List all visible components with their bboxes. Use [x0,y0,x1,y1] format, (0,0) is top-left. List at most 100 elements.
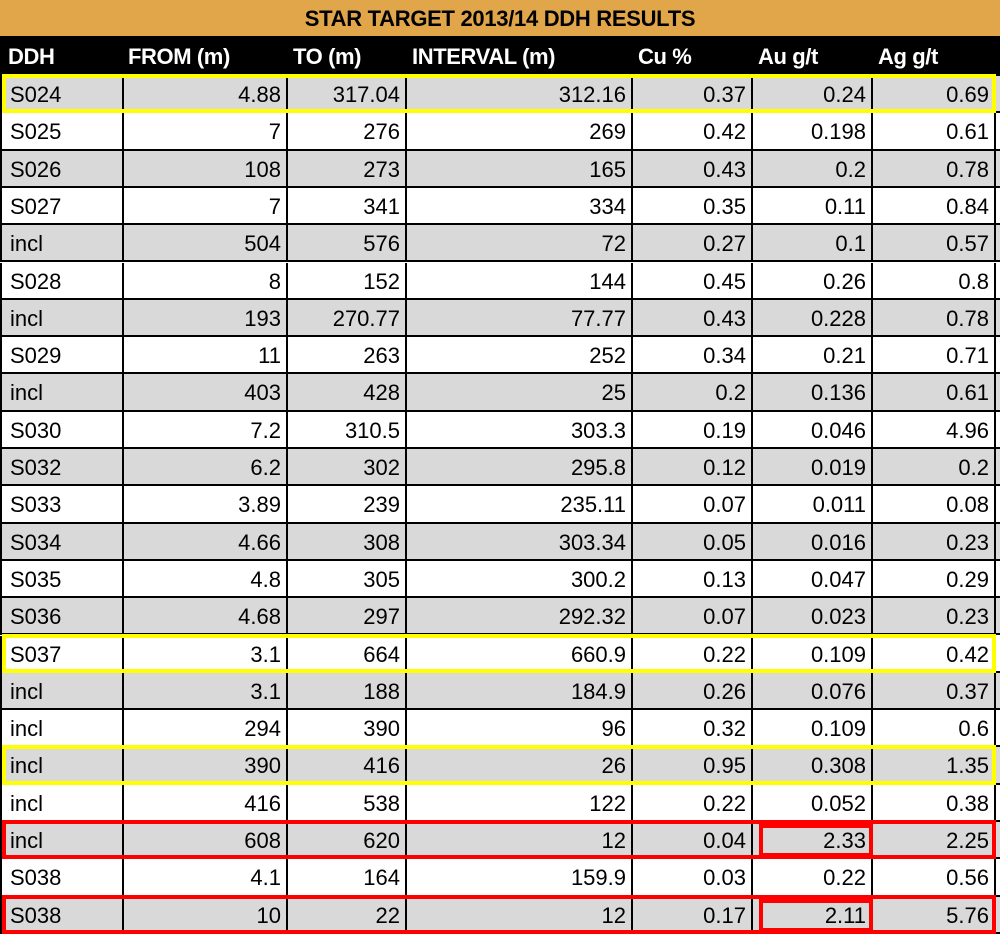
cell-from: 504 [124,225,288,261]
cell-to: 308 [288,523,407,559]
cell-ddh: incl [0,747,124,783]
cell-cu: 0.35 [633,187,753,224]
table-row: S035 4.8 305 300.2 0.13 0.047 0.29 [0,560,1000,599]
cell-au: 0.047 [753,560,873,597]
table-row: incl 193 270.77 77.77 0.43 0.228 0.78 [0,299,1000,338]
cell-ag: 0.78 [873,299,996,336]
cell-au: 0.109 [753,635,873,671]
cell-ag: 2.25 [873,822,996,858]
cell-cu: 0.43 [633,299,753,336]
cell-interval: 300.2 [407,560,633,597]
cell-to: 164 [288,859,407,895]
cell-cu: 0.2 [633,374,753,410]
cell-au: 0.019 [753,449,873,485]
cell-from: 7 [124,187,288,224]
cell-ag: 0.29 [873,560,996,597]
cell-from: 4.8 [124,560,288,597]
cell-au: 0.1 [753,225,873,261]
cell-ddh: S024 [0,76,124,112]
cell-ddh: incl [0,822,124,858]
cell-to: 22 [288,896,407,932]
cell-interval: 144 [407,262,633,298]
cell-ddh: S037 [0,635,124,671]
cell-ddh: S038 [0,896,124,932]
cell-au: 0.023 [753,598,873,634]
cell-to: 428 [288,374,407,410]
cell-ag: 5.76 [873,896,996,932]
cell-ddh: S026 [0,150,124,186]
cell-interval: 303.3 [407,411,633,447]
cell-to: 538 [288,784,407,820]
cell-ddh: S028 [0,262,124,298]
cell-ag: 4.96 [873,411,996,447]
table-row: S037 3.1 664 660.9 0.22 0.109 0.42 [0,635,1000,673]
cell-from: 8 [124,262,288,298]
cell-ag: 0.2 [873,449,996,485]
table-row: S025 7 276 269 0.42 0.198 0.61 [0,113,1000,151]
cell-ag: 0.84 [873,187,996,224]
cell-interval: 252 [407,337,633,373]
cell-au: 0.109 [753,710,873,746]
cell-ddh: S025 [0,113,124,149]
table-row: S029 11 263 252 0.34 0.21 0.71 [0,337,1000,375]
cell-ag: 1.35 [873,747,996,783]
table-row: incl 416 538 122 0.22 0.052 0.38 [0,784,1000,822]
cell-au: 0.308 [753,747,873,783]
table-row: incl 390 416 26 0.95 0.308 1.35 [0,747,1000,785]
cell-cu: 0.32 [633,710,753,746]
cell-ddh: S038 [0,859,124,895]
cell-to: 317.04 [288,76,407,112]
cell-interval: 334 [407,187,633,224]
cell-interval: 292.32 [407,598,633,634]
cell-from: 403 [124,374,288,410]
cell-ag: 0.23 [873,598,996,634]
cell-from: 7 [124,113,288,149]
cell-ag: 0.61 [873,374,996,410]
cell-cu: 0.42 [633,113,753,149]
cell-ddh: incl [0,710,124,746]
cell-interval: 12 [407,896,633,932]
table-header: DDH FROM (m) TO (m) INTERVAL (m) Cu % Au… [0,36,1000,76]
cell-cu: 0.12 [633,449,753,485]
cell-from: 608 [124,822,288,858]
header-cu: Cu % [638,44,692,69]
cell-interval: 12 [407,822,633,858]
cell-ag: 0.42 [873,635,996,671]
cell-cu: 0.22 [633,784,753,820]
table-title: STAR TARGET 2013/14 DDH RESULTS [0,0,1000,36]
table-row: S033 3.89 239 235.11 0.07 0.011 0.08 [0,486,1000,524]
cell-interval: 660.9 [407,635,633,671]
cell-ddh: incl [0,225,124,261]
cell-au: 0.11 [753,187,873,224]
cell-au: 0.21 [753,337,873,373]
cell-cu: 0.03 [633,859,753,895]
cell-interval: 184.9 [407,672,633,709]
cell-ddh: S027 [0,187,124,224]
cell-cu: 0.19 [633,411,753,447]
cell-cu: 0.04 [633,822,753,858]
cell-interval: 295.8 [407,449,633,485]
table-row: incl 608 620 12 0.04 2.33 2.25 [0,822,1000,860]
cell-interval: 72 [407,225,633,261]
cell-interval: 96 [407,710,633,746]
cell-ag: 0.38 [873,784,996,820]
cell-au: 0.24 [753,76,873,112]
cell-from: 7.2 [124,411,288,447]
cell-to: 341 [288,187,407,224]
cell-interval: 25 [407,374,633,410]
header-interval: INTERVAL (m) [412,44,556,69]
cell-ag: 0.61 [873,113,996,149]
cell-au: 0.076 [753,672,873,709]
cell-ag: 0.08 [873,486,996,522]
cell-from: 108 [124,150,288,186]
cell-ag: 0.37 [873,672,996,709]
cell-from: 3.1 [124,672,288,709]
cell-ddh: incl [0,374,124,410]
header-from: FROM (m) [128,44,230,69]
cell-interval: 303.34 [407,523,633,559]
cell-ag: 0.8 [873,262,996,298]
cell-au: 2.33 [753,822,873,858]
cell-to: 188 [288,672,407,709]
cell-ddh: S034 [0,523,124,559]
table-row: S028 8 152 144 0.45 0.26 0.8 [0,262,1000,300]
